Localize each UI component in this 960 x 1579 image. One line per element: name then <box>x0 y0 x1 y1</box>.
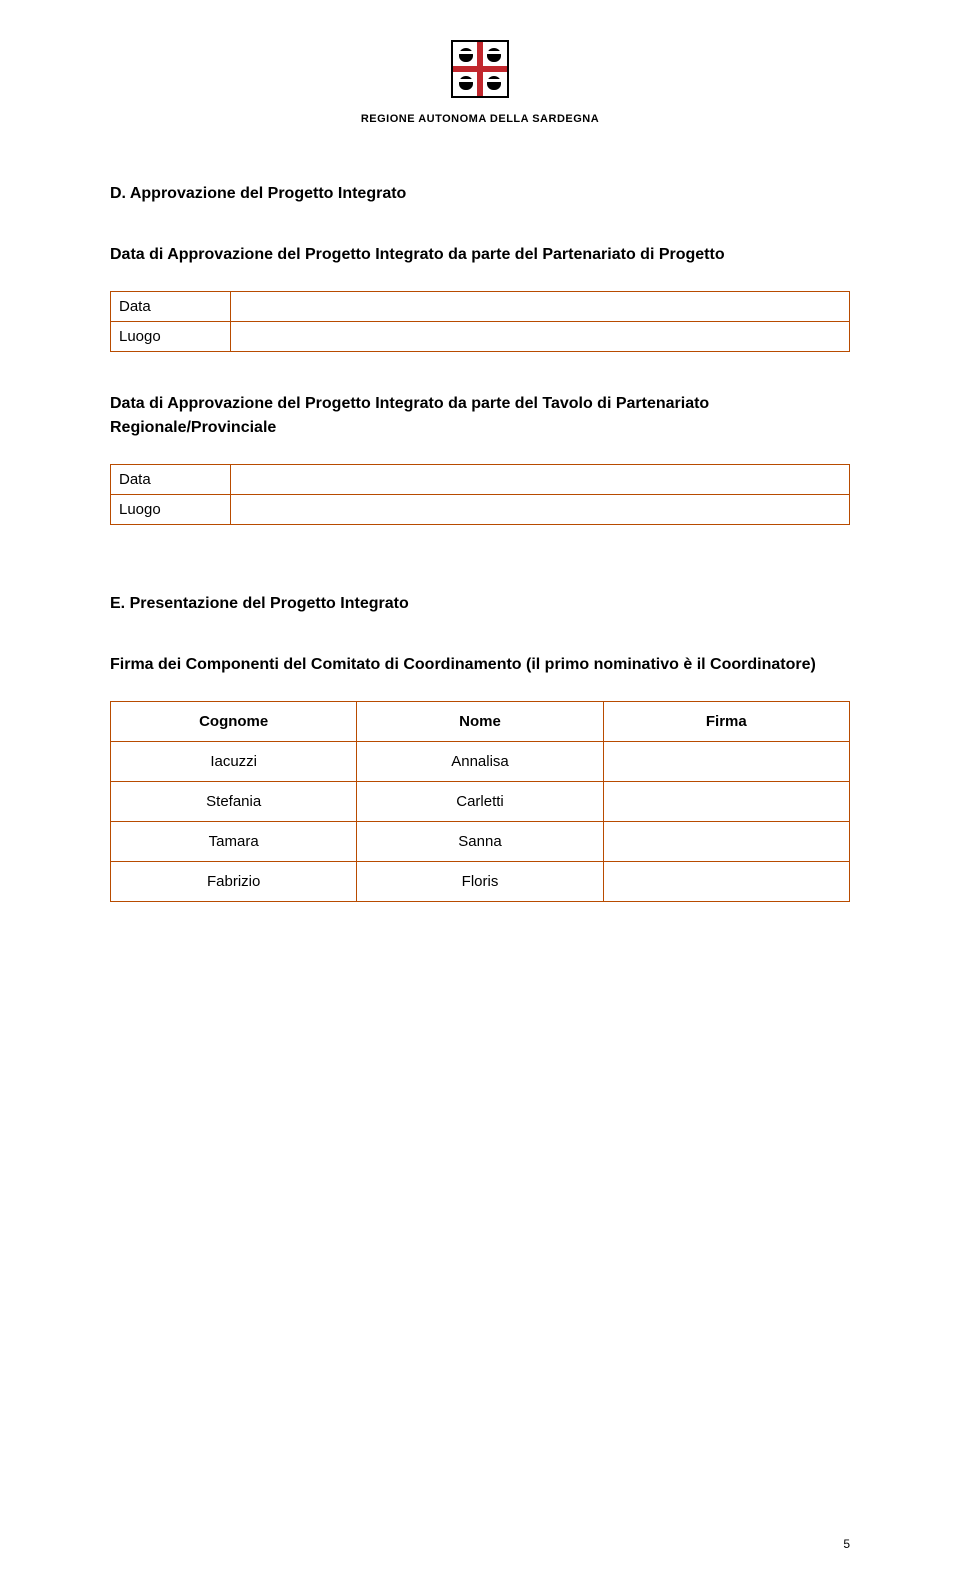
nome-cell: Annalisa <box>357 742 603 782</box>
table-header-row: Cognome Nome Firma <box>111 702 850 742</box>
table-row: Luogo <box>111 495 850 525</box>
firma-cell[interactable] <box>603 862 849 902</box>
col-cognome: Cognome <box>111 702 357 742</box>
cognome-cell: Stefania <box>111 782 357 822</box>
signatures-table: Cognome Nome Firma Iacuzzi Annalisa Stef… <box>110 701 850 902</box>
luogo-label: Luogo <box>111 322 231 352</box>
page: REGIONE AUTONOMA DELLA SARDEGNA D. Appro… <box>0 0 960 902</box>
cognome-cell: Iacuzzi <box>111 742 357 782</box>
section-d-heading: D. Approvazione del Progetto Integrato <box>110 185 850 203</box>
table-row: Data <box>111 465 850 495</box>
region-label: REGIONE AUTONOMA DELLA SARDEGNA <box>110 113 850 125</box>
page-header: REGIONE AUTONOMA DELLA SARDEGNA <box>110 40 850 125</box>
table-row: Tamara Sanna <box>111 822 850 862</box>
table-row: Iacuzzi Annalisa <box>111 742 850 782</box>
section-d-sub2: Data di Approvazione del Progetto Integr… <box>110 392 850 440</box>
data-label: Data <box>111 292 231 322</box>
sardegna-crest-icon <box>451 40 509 98</box>
table-row: Stefania Carletti <box>111 782 850 822</box>
table-row: Data <box>111 292 850 322</box>
section-d-sub1: Data di Approvazione del Progetto Integr… <box>110 243 850 267</box>
data-input-cell[interactable] <box>231 465 850 495</box>
section-e-sub: Firma dei Componenti del Comitato di Coo… <box>110 653 850 677</box>
firma-cell[interactable] <box>603 742 849 782</box>
cognome-cell: Tamara <box>111 822 357 862</box>
nome-cell: Carletti <box>357 782 603 822</box>
luogo-label: Luogo <box>111 495 231 525</box>
firma-cell[interactable] <box>603 782 849 822</box>
table-row: Luogo <box>111 322 850 352</box>
luogo-input-cell[interactable] <box>231 322 850 352</box>
data-input-cell[interactable] <box>231 292 850 322</box>
nome-cell: Sanna <box>357 822 603 862</box>
col-firma: Firma <box>603 702 849 742</box>
section-e-heading: E. Presentazione del Progetto Integrato <box>110 595 850 613</box>
data-label: Data <box>111 465 231 495</box>
table-row: Fabrizio Floris <box>111 862 850 902</box>
page-number: 5 <box>843 1537 850 1551</box>
approval-partenariato-table: Data Luogo <box>110 291 850 352</box>
cognome-cell: Fabrizio <box>111 862 357 902</box>
approval-tavolo-table: Data Luogo <box>110 464 850 525</box>
luogo-input-cell[interactable] <box>231 495 850 525</box>
col-nome: Nome <box>357 702 603 742</box>
firma-cell[interactable] <box>603 822 849 862</box>
nome-cell: Floris <box>357 862 603 902</box>
